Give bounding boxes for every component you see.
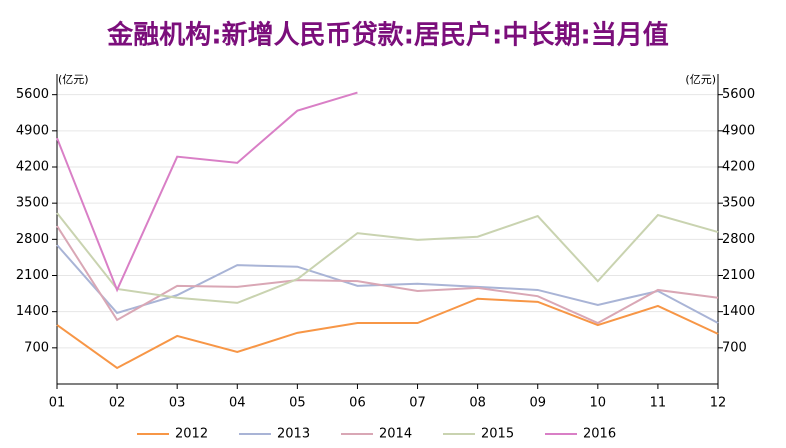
y-tick-label: 1400	[16, 304, 49, 319]
series-line	[56, 91, 358, 293]
y-tick-label: 5600	[16, 87, 49, 102]
x-tick-label: 01	[49, 396, 66, 411]
y-tick-label: 3500	[16, 196, 49, 211]
legend-label: 2015	[481, 427, 514, 442]
y-tick-label: 2100	[16, 268, 49, 283]
legend-label: 2013	[277, 427, 310, 442]
x-tick-label: 07	[409, 396, 426, 411]
y2-axis-label: (亿元)	[685, 73, 716, 86]
y-tick-label: 4900	[16, 123, 49, 138]
x-tick-label: 05	[289, 396, 306, 411]
y2-tick-label: 5600	[722, 87, 755, 102]
y2-tick-label: 4900	[722, 123, 755, 138]
x-tick-label: 09	[529, 396, 546, 411]
series-line	[56, 212, 719, 304]
y-tick-label: 700	[24, 340, 49, 355]
chart-title: 金融机构:新增人民币贷款:居民户:中长期:当月值	[106, 20, 669, 51]
series-line	[56, 244, 719, 324]
x-tick-label: 02	[109, 396, 126, 411]
legend-label: 2012	[175, 427, 208, 442]
y2-tick-label: 4200	[722, 160, 755, 175]
y2-tick-label: 700	[722, 340, 747, 355]
x-tick-label: 06	[349, 396, 366, 411]
y-axis-label: (亿元)	[58, 73, 89, 86]
x-tick-label: 12	[710, 396, 727, 411]
y2-tick-label: 3500	[722, 196, 755, 211]
y2-tick-label: 1400	[722, 304, 755, 319]
y2-tick-label: 2100	[722, 268, 755, 283]
x-tick-label: 08	[469, 396, 486, 411]
x-tick-label: 10	[590, 396, 607, 411]
x-tick-label: 04	[229, 396, 246, 411]
x-tick-label: 03	[169, 396, 186, 411]
y-tick-label: 2800	[16, 232, 49, 247]
series-line	[56, 297, 719, 370]
x-tick-label: 11	[650, 396, 667, 411]
legend-label: 2016	[583, 427, 616, 442]
y2-tick-label: 2800	[722, 232, 755, 247]
y-tick-label: 4200	[16, 160, 49, 175]
series-line	[56, 225, 719, 325]
legend-label: 2014	[379, 427, 412, 442]
